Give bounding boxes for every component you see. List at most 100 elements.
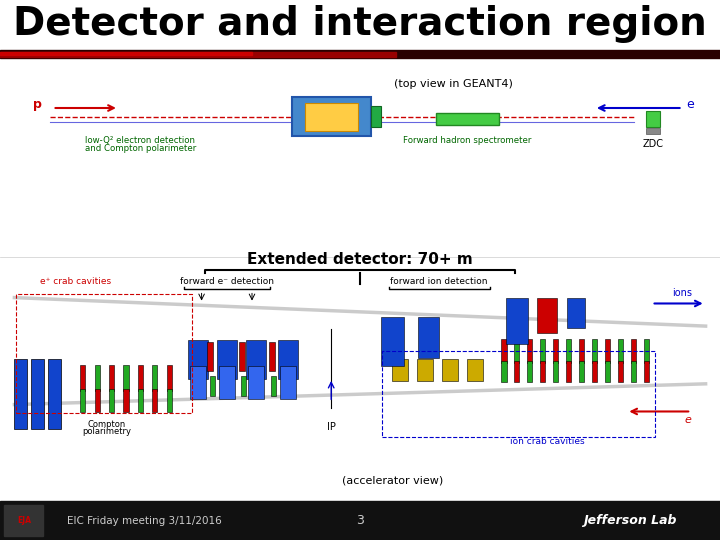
Bar — [618, 361, 624, 382]
Bar — [190, 366, 206, 399]
Bar — [371, 106, 381, 127]
Bar — [606, 339, 611, 363]
Bar — [124, 389, 129, 412]
Text: Detector and interaction region: Detector and interaction region — [13, 5, 707, 43]
Bar — [381, 317, 404, 366]
Bar — [95, 365, 99, 391]
Bar — [81, 365, 86, 391]
Bar — [580, 361, 585, 382]
Bar — [124, 365, 129, 391]
Bar — [436, 113, 499, 125]
Bar — [16, 294, 192, 413]
Bar — [248, 366, 264, 399]
Bar — [527, 339, 532, 363]
Bar — [537, 298, 557, 333]
Bar — [219, 366, 235, 399]
Text: (accelerator view): (accelerator view) — [342, 476, 443, 485]
Text: polarimetry: polarimetry — [82, 427, 131, 436]
Bar — [515, 361, 520, 382]
Bar — [382, 351, 655, 437]
Bar — [646, 111, 660, 127]
Bar — [392, 359, 408, 381]
Bar — [554, 361, 559, 382]
Bar — [527, 361, 532, 382]
Bar — [280, 366, 296, 399]
Text: e: e — [686, 98, 693, 111]
Bar — [567, 361, 572, 382]
Bar — [188, 340, 208, 379]
Bar — [138, 365, 143, 391]
Bar — [217, 340, 237, 379]
Bar — [31, 359, 44, 429]
Bar — [14, 359, 27, 429]
Bar — [501, 361, 507, 382]
Bar — [210, 376, 215, 396]
Bar — [567, 298, 585, 328]
Bar — [606, 361, 611, 382]
Bar — [4, 505, 43, 536]
Bar — [269, 342, 275, 372]
Text: and Compton polarimeter: and Compton polarimeter — [85, 144, 197, 153]
Bar — [0, 51, 720, 501]
Bar — [418, 317, 439, 357]
Bar — [95, 389, 99, 412]
Bar — [580, 339, 585, 363]
Text: Extended detector: 70+ m: Extended detector: 70+ m — [247, 252, 473, 267]
Bar — [138, 389, 143, 412]
Bar — [593, 339, 598, 363]
Bar — [593, 361, 598, 382]
Text: forward ion detection: forward ion detection — [390, 278, 488, 286]
Bar — [644, 339, 649, 363]
Text: 3: 3 — [356, 514, 364, 527]
Bar — [644, 361, 649, 382]
Bar — [292, 97, 371, 136]
Bar — [515, 339, 520, 363]
Bar — [501, 339, 507, 363]
Bar — [631, 339, 636, 363]
Text: low-Q² electron detection: low-Q² electron detection — [85, 136, 195, 145]
Bar — [271, 376, 276, 396]
Bar — [239, 342, 245, 372]
Bar — [0, 501, 720, 540]
Bar — [506, 298, 528, 345]
Bar — [240, 376, 246, 396]
Bar — [540, 339, 546, 363]
Bar — [618, 339, 624, 363]
Bar — [48, 359, 61, 429]
Bar — [646, 128, 660, 134]
Text: ions: ions — [672, 288, 693, 298]
Text: e⁺ crab cavities: e⁺ crab cavities — [40, 278, 111, 286]
Bar — [417, 359, 433, 381]
Text: ZDC: ZDC — [642, 139, 664, 150]
Text: Jefferson Lab: Jefferson Lab — [583, 514, 677, 527]
Bar — [167, 365, 172, 391]
Text: e: e — [684, 415, 691, 425]
Bar — [109, 365, 114, 391]
Bar — [167, 389, 172, 412]
Bar — [109, 389, 114, 412]
Bar — [278, 340, 298, 379]
Text: (top view in GEANT4): (top view in GEANT4) — [394, 79, 513, 89]
Text: Forward hadron spectrometer: Forward hadron spectrometer — [403, 136, 531, 145]
Bar — [153, 389, 158, 412]
Text: EIC Friday meeting 3/11/2016: EIC Friday meeting 3/11/2016 — [67, 516, 221, 525]
Bar — [246, 340, 266, 379]
Text: ion crab cavities: ion crab cavities — [510, 437, 585, 446]
Bar — [0, 50, 720, 58]
Bar — [207, 342, 213, 372]
Bar — [0, 52, 396, 57]
Bar — [442, 359, 458, 381]
Bar — [467, 359, 483, 381]
Text: EJA: EJA — [17, 516, 31, 525]
Text: p: p — [33, 98, 42, 111]
Bar — [0, 52, 252, 55]
Bar — [554, 339, 559, 363]
Text: Compton: Compton — [87, 420, 126, 429]
Bar — [631, 361, 636, 382]
Text: forward e⁻ detection: forward e⁻ detection — [180, 278, 274, 286]
Bar — [305, 103, 358, 131]
Bar — [540, 361, 546, 382]
Bar — [0, 0, 720, 51]
Text: IP: IP — [327, 422, 336, 433]
Bar — [153, 365, 158, 391]
